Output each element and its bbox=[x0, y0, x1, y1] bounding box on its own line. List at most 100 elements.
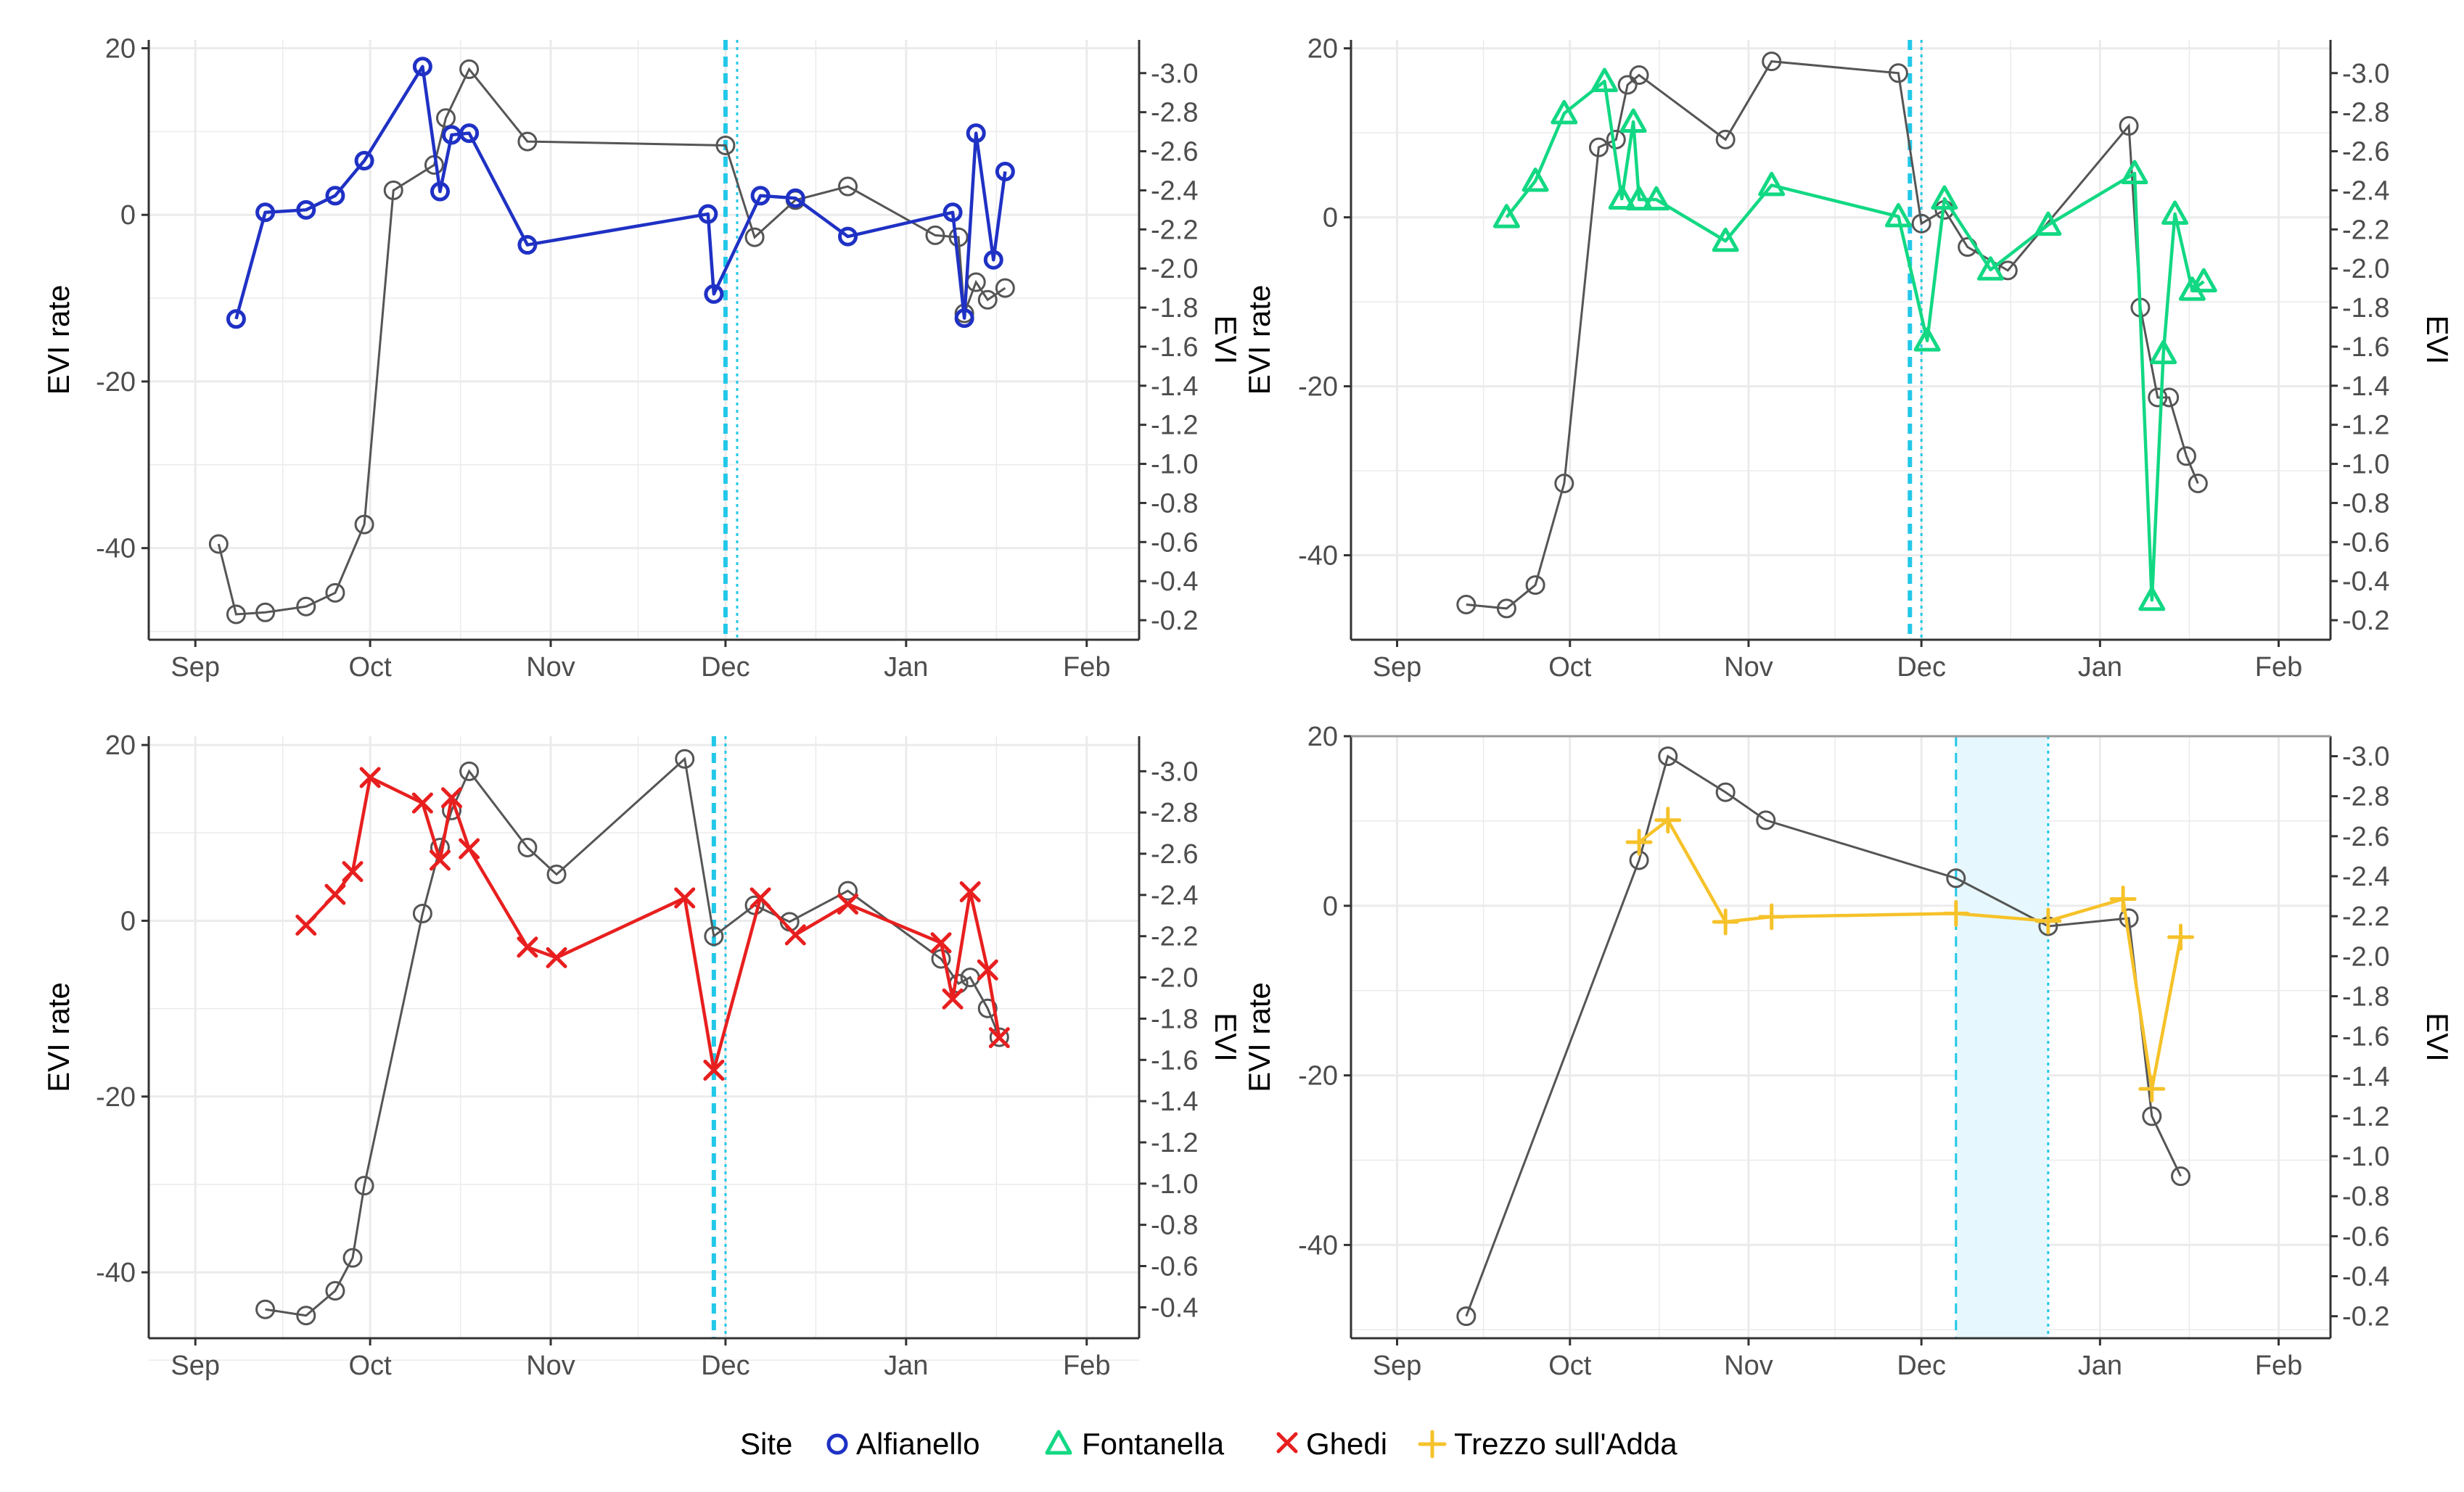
y-tick-label: 0 bbox=[120, 200, 136, 231]
y2-tick-label: -1.6 bbox=[1151, 1045, 1198, 1076]
y2-tick-label: -1.0 bbox=[2342, 1142, 2389, 1172]
y2-tick-label: -2.8 bbox=[2342, 98, 2389, 128]
evi-rate-point bbox=[837, 893, 859, 915]
evi-rate-point bbox=[977, 959, 998, 981]
evi-point bbox=[2142, 1106, 2162, 1126]
y2-tick-label: -2.8 bbox=[1151, 798, 1198, 828]
evi-point bbox=[517, 837, 538, 857]
evi-rate-point bbox=[750, 887, 771, 909]
y2-tick-label: -1.0 bbox=[2342, 450, 2389, 480]
evi-rate-point bbox=[342, 861, 364, 883]
evi-rate-point bbox=[1492, 204, 1520, 228]
evi-rate-point bbox=[1758, 903, 1786, 931]
evi-point bbox=[1762, 51, 1782, 72]
evi-rate-point bbox=[226, 309, 246, 329]
y2-tick-label: -2.4 bbox=[1151, 176, 1198, 206]
evi-point bbox=[1496, 598, 1516, 619]
x-tick-label: Sep bbox=[171, 652, 220, 683]
evi-rate-line bbox=[1505, 79, 2205, 602]
x-tick-label: Feb bbox=[2255, 652, 2302, 683]
evi-point bbox=[296, 596, 316, 617]
evi-point bbox=[1946, 868, 1966, 889]
y-tick-label: 0 bbox=[1323, 891, 1338, 922]
evi-point bbox=[2176, 446, 2196, 466]
x-tick-label: Feb bbox=[2255, 1351, 2302, 1381]
evi-rate-point bbox=[988, 1027, 1010, 1049]
y2-tick-label: -0.4 bbox=[2342, 566, 2389, 597]
circle-marker-icon bbox=[826, 1433, 848, 1455]
x-tick-label: Jan bbox=[884, 1351, 928, 1381]
evi-rate-point bbox=[430, 181, 450, 202]
y2-tick-label: -1.6 bbox=[1151, 332, 1198, 363]
y-tick-label: 20 bbox=[1307, 34, 1338, 65]
gridlines bbox=[1351, 40, 2330, 640]
legend-label-trezzo: Trezzo sull'Adda bbox=[1454, 1427, 1677, 1461]
x-tick-label: Jan bbox=[884, 652, 928, 683]
y2-tick-label: -1.0 bbox=[1151, 1169, 1198, 1200]
evi-rate-point bbox=[412, 57, 432, 77]
y-tick-label: 20 bbox=[105, 33, 136, 64]
evi-point bbox=[744, 227, 765, 247]
evi-rate-point bbox=[546, 947, 567, 968]
y-tick-label: 20 bbox=[1307, 722, 1338, 752]
y2-tick-label: -1.0 bbox=[1151, 450, 1198, 480]
y2-tick-label: -3.0 bbox=[2342, 59, 2389, 89]
evi-rate-point bbox=[1913, 327, 1941, 352]
evi-point bbox=[208, 534, 229, 554]
evi-point bbox=[255, 1299, 276, 1319]
evi-rate-point bbox=[255, 202, 276, 223]
x-tick-label: Oct bbox=[1548, 652, 1592, 683]
evi-point bbox=[354, 1176, 374, 1196]
y2-tick-label: -2.2 bbox=[1151, 922, 1198, 952]
y2-tick-label: -1.8 bbox=[1151, 1004, 1198, 1034]
evi-rate-point bbox=[784, 924, 806, 946]
evi-rate-point bbox=[1608, 185, 1635, 210]
y2-axis-title: EVI bbox=[2420, 1013, 2455, 1062]
evi-line bbox=[1465, 754, 2182, 1317]
evi-rate-point bbox=[1758, 171, 1786, 197]
x-tick-label: Feb bbox=[1063, 1351, 1110, 1381]
evi-rate-point bbox=[429, 849, 451, 871]
y2-tick-label: -0.4 bbox=[1151, 1293, 1198, 1323]
evi-point bbox=[325, 582, 345, 603]
legend-item-alfianello: Alfianello bbox=[826, 1427, 980, 1461]
x-tick-label: Oct bbox=[349, 1351, 393, 1381]
evi-point bbox=[925, 225, 945, 245]
panel-trezzo-sull-adda: Sep Oct Nov Dec Jan Feb 20 0 -20 -40 -3.0 -2.8 -2.6 -… bbox=[1242, 722, 2455, 1381]
evi-point bbox=[715, 135, 736, 155]
y2-axis-title: EVI bbox=[1209, 316, 1243, 365]
evi-point bbox=[948, 227, 969, 247]
evi-rate-point bbox=[785, 188, 805, 208]
evi-rate-point bbox=[704, 284, 724, 304]
evi-point bbox=[412, 903, 432, 923]
evi-rate-point bbox=[2109, 885, 2137, 912]
y2-tick-label: -2.8 bbox=[2342, 782, 2389, 812]
evi-rate-point bbox=[517, 235, 538, 255]
y2-tick-label: -1.2 bbox=[1151, 411, 1198, 441]
evi-point bbox=[977, 289, 998, 310]
x-tick-label: Dec bbox=[701, 652, 750, 683]
evi-rate-point bbox=[838, 226, 858, 247]
y2-tick-label: -1.4 bbox=[2342, 1062, 2389, 1092]
evi-point bbox=[1588, 137, 1609, 157]
evi-point bbox=[2171, 1166, 2191, 1187]
evi-rate-point bbox=[1942, 899, 1970, 927]
x-tick-label: Nov bbox=[526, 1351, 575, 1381]
evi-rate-line bbox=[305, 775, 1001, 1072]
y2-tick-label: -1.4 bbox=[1151, 371, 1198, 402]
y2-tick-label: -2.0 bbox=[1151, 254, 1198, 284]
y2-tick-label: -0.2 bbox=[2342, 1302, 2389, 1332]
y2-tick-label: -2.2 bbox=[2342, 215, 2389, 245]
evi-rate-point bbox=[2138, 586, 2166, 611]
evi-line bbox=[217, 67, 1006, 616]
evi-rate-point bbox=[750, 186, 771, 206]
y-tick-label: 0 bbox=[120, 906, 136, 936]
y2-tick-label: -0.4 bbox=[2342, 1262, 2389, 1293]
gridlines bbox=[149, 736, 1139, 1361]
y-tick-label: -20 bbox=[1298, 372, 1338, 403]
evi-rate-point bbox=[2161, 200, 2189, 225]
y2-tick-label: -3.0 bbox=[2342, 742, 2389, 772]
legend: Site Alfianello Fontanella Ghedi Trezzo … bbox=[740, 1427, 1677, 1461]
y2-tick-label: -1.6 bbox=[2342, 332, 2389, 363]
evi-rate-point bbox=[1884, 202, 1912, 228]
